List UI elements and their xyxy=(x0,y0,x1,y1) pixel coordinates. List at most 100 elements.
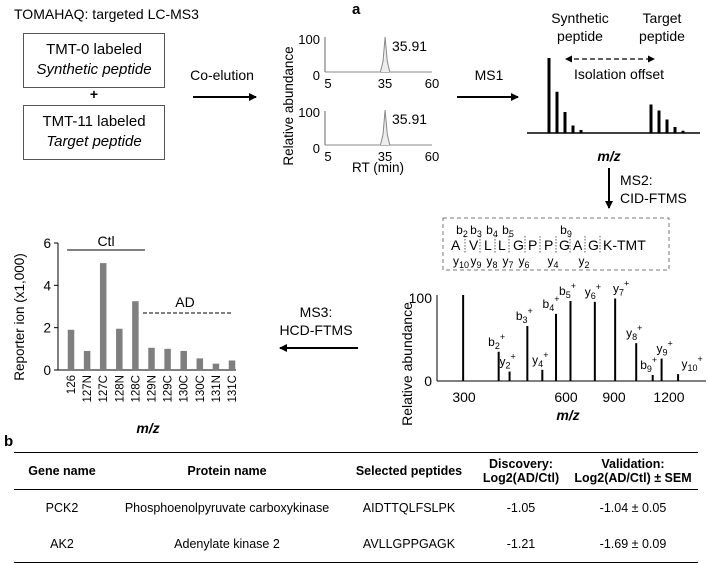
peptide-residue: K-TMT xyxy=(603,237,646,253)
panel-b-label: b xyxy=(4,433,13,450)
chromatogram-group: Relative abundance RT (min) 100 0 5 35 6… xyxy=(281,32,439,175)
synthetic-box-line1: TMT-0 labeled xyxy=(46,41,142,58)
table-row: AK2 Adenylate kinase 2 AVLLGPPGAGK -1.21… xyxy=(14,526,698,563)
cell-protein: Adenylate kinase 2 xyxy=(174,537,280,551)
chrom-bottom-xtick-35: 35 xyxy=(378,149,392,164)
synthetic-box-line2: Synthetic peptide xyxy=(36,61,152,78)
ms2-peak-label: y9+ xyxy=(656,339,672,358)
ms2-ytick-0: 0 xyxy=(424,373,432,389)
reporter-bar xyxy=(212,363,220,370)
isolation-offset-label: Isolation offset xyxy=(574,66,664,82)
ms2-spectrum: Relative abundance 100 0 300 600 1200 90… xyxy=(399,278,706,426)
ms2-peak-label: y4+ xyxy=(532,350,548,369)
reporter-xticks: 126 127N 127C 128N 128C 129N 129C 130C 130C 131N 1… xyxy=(66,375,239,403)
target-box-line1: TMT-11 labeled xyxy=(42,113,146,130)
peptide-residue: L xyxy=(498,237,506,253)
b-ion-label: b3 xyxy=(470,223,482,239)
peptide-residue: A xyxy=(573,237,583,253)
reporter-ylabel: Reporter ion (x1,000) xyxy=(12,253,27,381)
panel-a-label: a xyxy=(352,1,361,18)
peptide-residue: G xyxy=(513,237,524,253)
ms2-ylabel: Relative abundance xyxy=(399,302,415,426)
chrom-top-xtick-60: 60 xyxy=(425,76,439,91)
chrom-top-peak-label: 35.91 xyxy=(392,38,427,54)
peptide-residue: P xyxy=(544,237,553,253)
y-ion-label: y10 xyxy=(453,254,469,270)
ms1-target-label-2: peptide xyxy=(639,28,685,44)
header-discovery-1: Discovery: xyxy=(489,457,553,471)
chrom-bottom-xtick-60: 60 xyxy=(425,149,439,164)
b-ion-label: b5 xyxy=(502,223,514,239)
reporter-xtick-label: 128N xyxy=(114,375,126,403)
fragment-marks: b2 b3 b4 b5 b9 y10 y9 y8 y7 y6 y4 y2 xyxy=(453,223,601,270)
ms1-spectrum: Synthetic peptide Target peptide Isolati… xyxy=(527,10,700,164)
reporter-xtick-label: 129C xyxy=(163,375,175,403)
reporter-xtick-label: 131C xyxy=(227,375,239,403)
ms1-synthetic-label-2: peptide xyxy=(557,28,603,44)
ms2-peak-label: b9+ xyxy=(640,355,657,374)
reporter-bar xyxy=(180,350,187,370)
ms2-peak-label: b3+ xyxy=(516,306,533,325)
peptide-table: Gene name Protein name Selected peptides… xyxy=(14,452,698,563)
panel-a-title: TOMAHAQ: targeted LC-MS3 xyxy=(14,6,199,22)
ms2-label-1: MS2: xyxy=(620,172,653,188)
reporter-xtick-label: 128C xyxy=(130,375,142,403)
peptide-residue: V xyxy=(469,237,479,253)
reporter-bar xyxy=(164,348,171,370)
cell-validation: -1.04 ± 0.05 xyxy=(599,501,667,515)
target-box-line2: Target peptide xyxy=(46,133,142,150)
y-ion-label: y4 xyxy=(547,254,558,270)
chrom-bottom-ytick-100: 100 xyxy=(298,105,320,120)
header-peptides: Selected peptides xyxy=(355,464,463,478)
header-gene: Gene name xyxy=(28,464,96,478)
cell-protein: Phosphoenolpyruvate carboxykinase xyxy=(124,501,330,515)
ms2-peak-label: b5+ xyxy=(559,281,576,300)
ctl-label: Ctl xyxy=(97,233,114,249)
ms2-xtick-300: 300 xyxy=(452,389,476,405)
chrom-bottom-xtick-5: 5 xyxy=(324,149,331,164)
chrom-top-xtick-35: 35 xyxy=(378,76,392,91)
reporter-xtick-label: 126 xyxy=(66,375,78,394)
ms2-peak-label: y6+ xyxy=(585,282,601,301)
ms2-xlabel: m/z xyxy=(556,407,579,423)
ms2-xtick-1200: 1200 xyxy=(653,389,684,405)
y-ion-label: y9 xyxy=(470,254,481,270)
b-ion-label: b2 xyxy=(456,223,468,239)
reporter-bar xyxy=(228,360,236,370)
ms2-label-2: CID-FTMS xyxy=(620,190,687,206)
cell-gene: AK2 xyxy=(50,537,74,551)
target-peptide-box: TMT-11 labeled Target peptide xyxy=(23,105,165,160)
ms2-peak-label: b4+ xyxy=(543,294,560,313)
reporter-xtick-label: 130C xyxy=(179,375,191,403)
y-ion-label: y8 xyxy=(486,254,497,270)
ms2-xtick-900: 900 xyxy=(602,389,626,405)
synthetic-peptide-box: TMT-0 labeled Synthetic peptide xyxy=(23,33,165,88)
reporter-ytick-label: 0 xyxy=(43,363,51,378)
header-validation-1: Validation: xyxy=(601,457,665,471)
cell-peptide: AVLLGPPGAGK xyxy=(362,537,456,551)
reporter-xlabel: m/z xyxy=(136,420,159,436)
cell-peptide: AIDTTQLFSLPK xyxy=(362,501,456,515)
chromatogram-trace-target xyxy=(325,109,432,146)
ms1-target-label-1: Target xyxy=(643,10,682,26)
cell-discovery: -1.05 xyxy=(506,501,536,515)
chrom-top-xtick-5: 5 xyxy=(324,76,331,91)
plus-sign: + xyxy=(90,86,98,102)
reporter-yticks: 0 2 4 6 xyxy=(43,236,58,378)
b-ion-label: b4 xyxy=(486,223,498,239)
ms3-label-2: HCD-FTMS xyxy=(279,322,352,338)
chrom-top-ytick-0: 0 xyxy=(313,68,320,83)
header-discovery-2: Log2(AD/Ctl) xyxy=(482,471,560,485)
peptide-sequence: A V L L G P P G A G K-TMT xyxy=(451,237,646,253)
ms3-label-1: MS3: xyxy=(300,304,333,320)
b-ion-label: b9 xyxy=(560,223,572,239)
ms2-peak-label: b2+ xyxy=(488,332,505,351)
chromatogram-ylabel: Relative abundance xyxy=(281,46,296,165)
ms1-xlabel: m/z xyxy=(597,148,620,164)
chrom-top-ytick-100: 100 xyxy=(298,32,320,47)
ms2-peak-label: y2+ xyxy=(499,352,515,371)
header-validation-2: Log2(AD/Ctl) ± SEM xyxy=(574,471,692,485)
ms2-peak-label: y7+ xyxy=(613,278,629,297)
